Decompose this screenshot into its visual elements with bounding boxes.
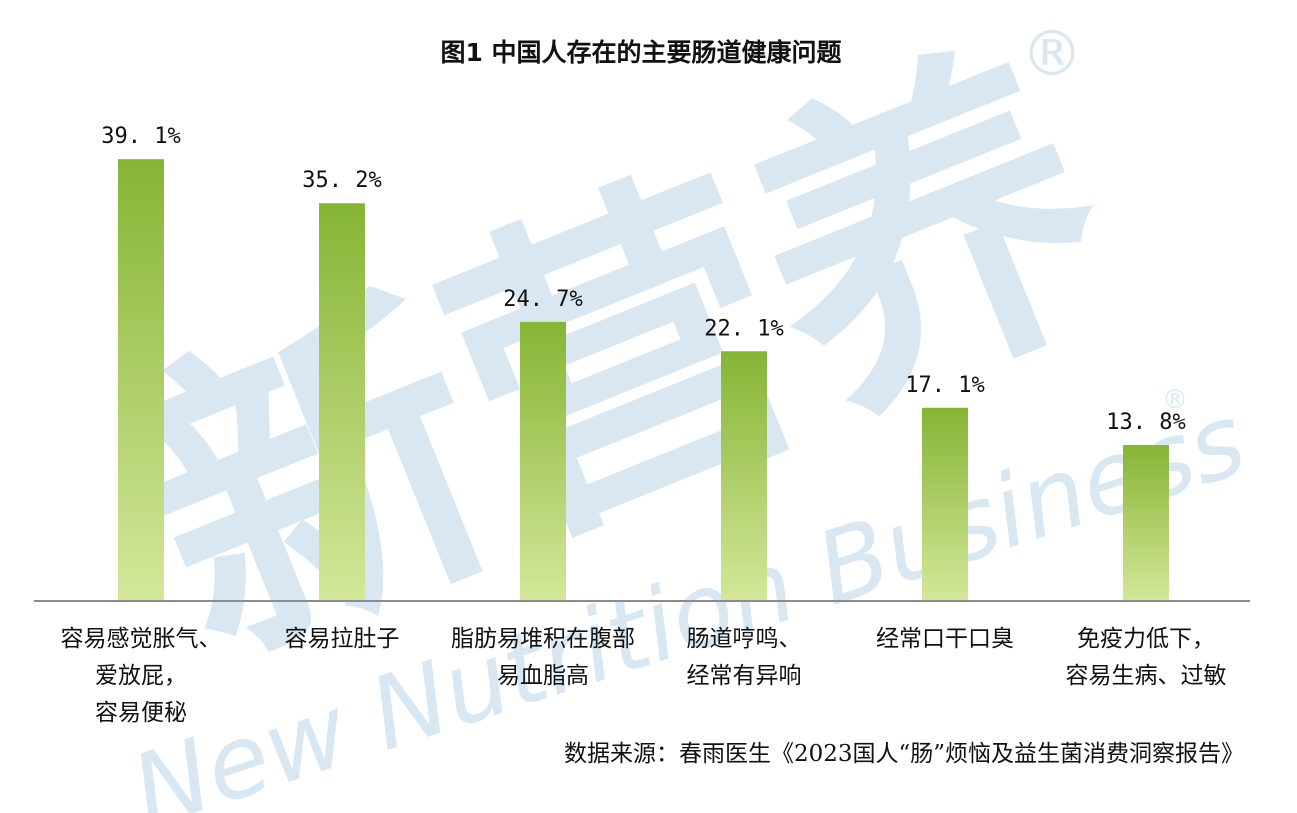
bar <box>721 351 767 601</box>
category-label: 脂肪易堆积在腹部 <box>451 626 635 652</box>
value-label: 39. 1% <box>101 124 180 149</box>
bar <box>922 407 968 601</box>
category-label: 经常口干口臭 <box>876 626 1014 652</box>
category-label: 肠道哼鸣、 <box>687 626 802 652</box>
category-label: 容易生病、过敏 <box>1066 663 1227 689</box>
value-label: 13. 8% <box>1106 410 1185 435</box>
category-label: 易血脂高 <box>497 663 589 689</box>
category-label: 容易拉肚子 <box>285 626 400 652</box>
bar <box>118 159 164 602</box>
watermark: 新营养 New Nutrition Business ® ® <box>93 0 1259 813</box>
category-label: 免疫力低下， <box>1077 626 1215 652</box>
bar <box>520 321 566 601</box>
value-label-group: 39. 1% 35. 2% 24. 7% 22. 1% 17. 1% 13. 8% <box>101 124 1185 435</box>
category-label: 爱放屁， <box>95 663 187 689</box>
watermark-registered-mark: ® <box>1021 17 1083 90</box>
bar <box>319 203 365 602</box>
value-label: 22. 1% <box>704 316 783 341</box>
category-label: 经常有异响 <box>687 663 802 689</box>
watermark-registered-mark-small: ® <box>1162 385 1188 415</box>
bar-group <box>118 159 1169 602</box>
value-label: 24. 7% <box>503 287 582 312</box>
value-label: 35. 2% <box>302 168 381 193</box>
chart-title: 图1 中国人存在的主要肠道健康问题 <box>440 38 841 67</box>
category-label: 容易感觉胀气、 <box>61 626 222 652</box>
value-label: 17. 1% <box>905 373 984 398</box>
source-note: 数据来源：春雨医生《2023国人“肠”烦恼及益生菌消费洞察报告》 <box>564 741 1244 767</box>
bar <box>1123 445 1169 601</box>
category-label: 容易便秘 <box>95 700 187 726</box>
